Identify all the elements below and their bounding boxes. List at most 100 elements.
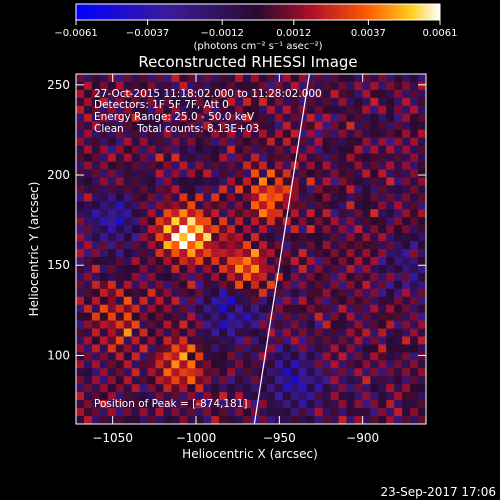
heatmap-cell <box>203 352 212 361</box>
heatmap-cell <box>378 344 387 353</box>
heatmap-cell <box>211 352 220 361</box>
heatmap-cell <box>322 89 331 99</box>
heatmap-cell <box>258 376 268 385</box>
heatmap-cell <box>370 336 379 345</box>
heatmap-cell <box>298 153 308 162</box>
heatmap-cell <box>370 312 379 321</box>
heatmap-cell <box>107 241 117 250</box>
heatmap-cell <box>290 217 300 226</box>
heatmap-cell <box>274 121 284 131</box>
heatmap-cell <box>266 376 276 385</box>
heatmap-cell <box>76 217 85 226</box>
heatmap-cell <box>227 416 236 424</box>
heatmap-cell <box>418 400 426 409</box>
heatmap-cell <box>219 105 228 115</box>
heatmap-cell <box>107 225 117 234</box>
heatmap-cell <box>258 296 268 306</box>
heatmap-cell <box>91 169 101 178</box>
heatmap-cell <box>418 384 426 393</box>
x-axis-label: Heliocentric X (arcsec) <box>182 447 318 461</box>
heatmap-cell <box>195 74 204 83</box>
heatmap-cell <box>195 272 204 282</box>
heatmap-cell <box>187 360 196 369</box>
heatmap-cell <box>402 392 411 401</box>
heatmap-cell <box>91 344 101 353</box>
heatmap-cell <box>91 217 101 226</box>
heatmap-cell <box>211 113 220 123</box>
heatmap-cell <box>243 392 252 401</box>
heatmap-cell <box>155 249 164 258</box>
heatmap-cell <box>243 320 252 329</box>
heatmap-cell <box>115 74 125 83</box>
heatmap-cell <box>83 408 93 417</box>
heatmap-cell <box>99 137 109 146</box>
heatmap-cell <box>266 408 276 417</box>
heatmap-cell <box>394 177 403 186</box>
heatmap-cell <box>251 304 260 314</box>
heatmap-cell <box>370 89 379 99</box>
heatmap-cell <box>378 384 387 393</box>
heatmap-cell <box>171 129 180 139</box>
heatmap-cell <box>76 280 85 290</box>
colorbar-tick-label: −0.0061 <box>54 28 97 39</box>
heatmap-cell <box>211 193 220 202</box>
heatmap-cell <box>203 177 212 186</box>
heatmap-cell <box>139 105 148 115</box>
heatmap-cell <box>99 97 109 107</box>
heatmap-cell <box>123 296 133 306</box>
heatmap-cell <box>306 344 316 353</box>
heatmap-cell <box>378 121 387 131</box>
heatmap-cell <box>346 209 355 218</box>
heatmap-cell <box>251 209 260 218</box>
x-tick-label: −1000 <box>176 431 217 445</box>
heatmap-cell <box>211 105 220 115</box>
heatmap-cell <box>314 129 323 139</box>
heatmap-cell <box>410 328 419 337</box>
heatmap-cell <box>219 121 228 131</box>
heatmap-cell <box>362 312 371 321</box>
heatmap-cell <box>330 376 339 385</box>
heatmap-cell <box>378 320 387 329</box>
heatmap-cell <box>195 352 204 361</box>
heatmap-cell <box>362 121 371 131</box>
heatmap-cell <box>298 145 308 154</box>
heatmap-cell <box>91 225 101 234</box>
heatmap-cell <box>187 416 196 424</box>
heatmap-cell <box>378 400 387 409</box>
heatmap-cell <box>386 97 395 107</box>
heatmap-cell <box>131 320 141 329</box>
heatmap-cell <box>362 97 371 107</box>
heatmap-cell <box>370 400 379 409</box>
heatmap-cell <box>123 169 133 178</box>
heatmap-cell <box>354 97 363 107</box>
heatmap-cell <box>394 97 403 107</box>
heatmap-cell <box>314 360 323 369</box>
colorbar-tick-label: 0.0037 <box>351 28 386 39</box>
heatmap-cell <box>290 328 300 337</box>
heatmap-cell <box>258 209 268 218</box>
heatmap-cell <box>187 384 196 393</box>
heatmap-cell <box>123 336 133 345</box>
heatmap-cell <box>330 209 339 218</box>
heatmap-cell <box>107 312 117 321</box>
heatmap-cell <box>99 217 109 226</box>
heatmap-cell <box>115 129 125 139</box>
heatmap-cell <box>314 225 323 234</box>
heatmap-cell <box>306 328 316 337</box>
heatmap-cell <box>227 336 236 345</box>
heatmap-cell <box>402 336 411 345</box>
heatmap-cell <box>211 360 220 369</box>
heatmap-cell <box>219 217 228 226</box>
heatmap-cell <box>298 400 308 409</box>
heatmap-cell <box>362 328 371 337</box>
heatmap-cell <box>99 328 109 337</box>
heatmap-cell <box>139 376 148 385</box>
heatmap-cell <box>163 97 172 107</box>
heatmap-cell <box>386 376 395 385</box>
heatmap-cell <box>394 368 403 377</box>
heatmap-cell <box>346 185 355 194</box>
heatmap-cell <box>418 233 426 242</box>
heatmap-cell <box>131 185 141 194</box>
heatmap-cell <box>155 105 164 115</box>
heatmap-cell <box>147 153 156 162</box>
